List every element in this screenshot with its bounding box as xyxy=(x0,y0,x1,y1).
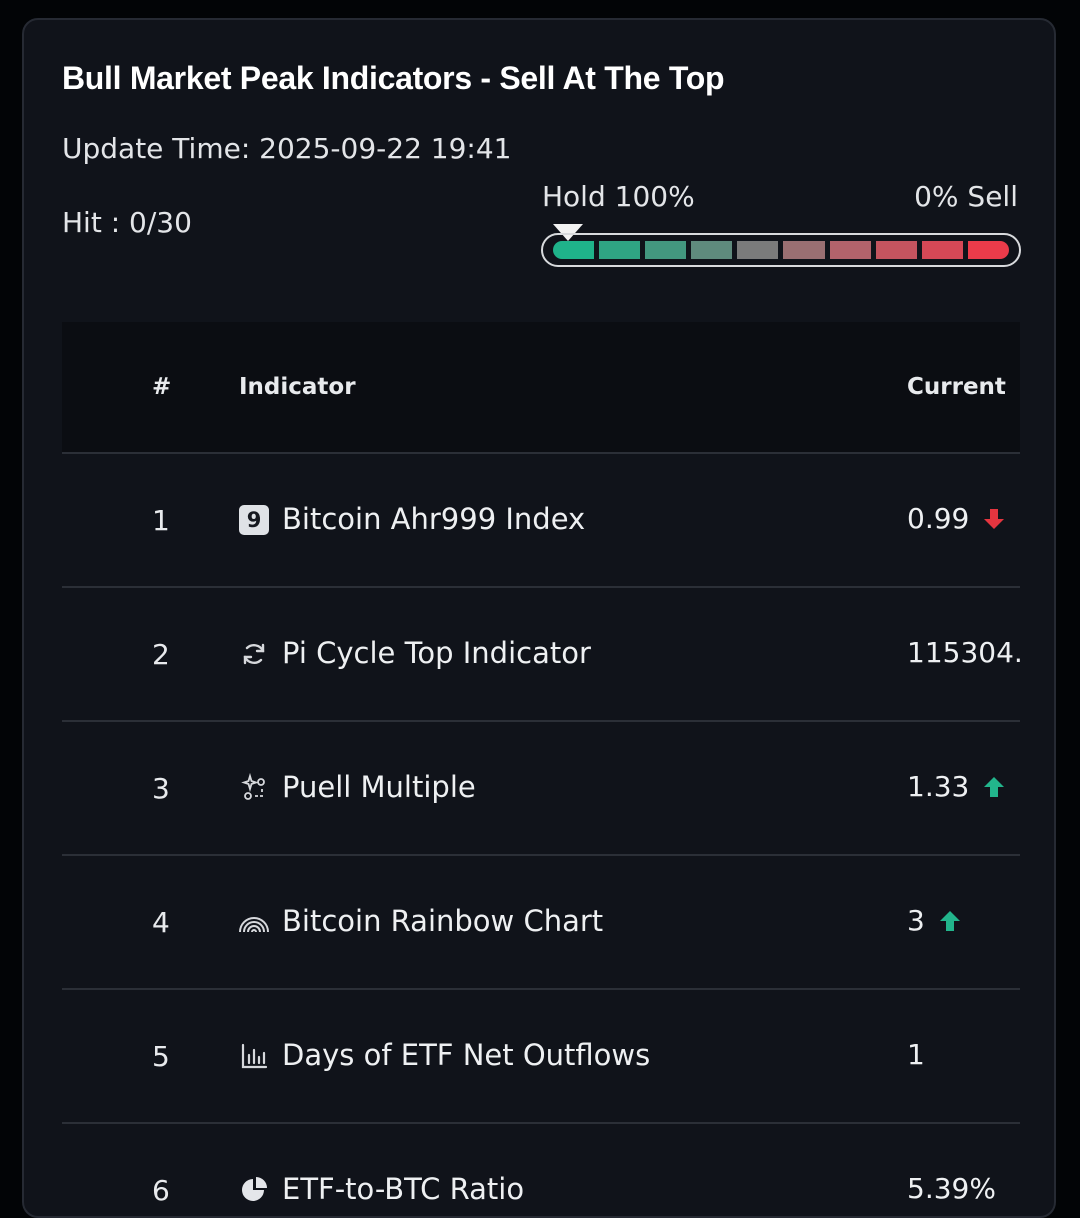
current-value-cell: 1 xyxy=(907,1038,1020,1071)
indicator-name[interactable]: Pi Cycle Top Indicator xyxy=(282,636,591,670)
page-title: Bull Market Peak Indicators - Sell At Th… xyxy=(62,60,725,96)
hold-sell-gauge xyxy=(541,233,1021,267)
current-value-cell: 5.39% xyxy=(907,1172,1020,1205)
current-value-cell: 0.99 xyxy=(907,502,1020,535)
gauge-segment xyxy=(691,241,733,259)
gauge-segment xyxy=(599,241,641,259)
table-row[interactable]: 1 9 Bitcoin Ahr999 Index 0.99 xyxy=(62,454,1020,588)
nine-badge-icon: 9 xyxy=(238,504,270,536)
current-value-cell: 115304.0 xyxy=(907,636,1020,669)
gauge-hold-label: Hold 100% xyxy=(542,180,695,213)
trend-down-arrow-icon xyxy=(984,508,1005,529)
trend-up-arrow-icon xyxy=(984,776,1005,797)
gauge-segment xyxy=(921,241,963,259)
current-value-cell: 1.33 xyxy=(907,770,1020,803)
indicator-name[interactable]: Bitcoin Rainbow Chart xyxy=(282,904,604,938)
current-value: 3 xyxy=(907,904,925,937)
gauge-segment xyxy=(829,241,871,259)
row-number: 2 xyxy=(152,638,170,671)
current-value-cell: 3 xyxy=(907,904,1020,937)
trend-up-arrow-icon xyxy=(939,910,960,931)
indicator-name[interactable]: ETF-to-BTC Ratio xyxy=(282,1172,525,1206)
column-header-indicator[interactable]: Indicator xyxy=(239,374,356,400)
bar-chart-icon xyxy=(238,1040,270,1072)
rainbow-icon xyxy=(238,906,270,938)
gauge-segment xyxy=(967,241,1009,259)
hit-count: Hit : 0/30 xyxy=(62,206,192,239)
row-number: 6 xyxy=(152,1174,170,1207)
table-row[interactable]: 3 Puell Multiple 1.33 xyxy=(62,722,1020,856)
current-value: 115304.0 xyxy=(907,636,1020,669)
gauge-segment xyxy=(645,241,687,259)
row-number: 1 xyxy=(152,504,170,537)
gauge-segment xyxy=(737,241,779,259)
column-header-current[interactable]: Current xyxy=(907,374,1006,400)
update-time: Update Time: 2025-09-22 19:41 xyxy=(62,132,512,165)
pie-chart-icon xyxy=(238,1174,270,1206)
row-number: 3 xyxy=(152,772,170,805)
table-body: 1 9 Bitcoin Ahr999 Index 0.99 2 Pi Cycle… xyxy=(62,454,1020,1216)
gauge-segment xyxy=(553,241,595,259)
table-row[interactable]: 6 ETF-to-BTC Ratio 5.39% xyxy=(62,1124,1020,1216)
table-row[interactable]: 5 Days of ETF Net Outflows 1 xyxy=(62,990,1020,1124)
gauge-sell-label: 0% Sell xyxy=(914,180,1018,213)
row-number: 5 xyxy=(152,1040,170,1073)
current-value: 0.99 xyxy=(907,502,970,535)
column-header-number: # xyxy=(152,374,172,400)
row-number: 4 xyxy=(152,906,170,939)
table-row[interactable]: 2 Pi Cycle Top Indicator 115304.0 xyxy=(62,588,1020,722)
indicator-name[interactable]: Bitcoin Ahr999 Index xyxy=(282,502,586,536)
sparkle-nodes-icon xyxy=(238,772,270,804)
table-row[interactable]: 4 Bitcoin Rainbow Chart 3 xyxy=(62,856,1020,990)
gauge-segment xyxy=(875,241,917,259)
indicators-card: Bull Market Peak Indicators - Sell At Th… xyxy=(22,18,1056,1218)
cycle-arrows-icon xyxy=(238,638,270,670)
current-value: 1.33 xyxy=(907,770,970,803)
gauge-marker xyxy=(553,224,583,241)
table-header: # Indicator Current xyxy=(62,322,1020,454)
gauge-segment xyxy=(783,241,825,259)
indicator-name[interactable]: Puell Multiple xyxy=(282,770,476,804)
indicator-name[interactable]: Days of ETF Net Outflows xyxy=(282,1038,651,1072)
current-value: 5.39% xyxy=(907,1172,996,1205)
indicators-table: # Indicator Current 1 9 Bitcoin Ahr999 I… xyxy=(62,322,1020,1216)
current-value: 1 xyxy=(907,1038,925,1071)
